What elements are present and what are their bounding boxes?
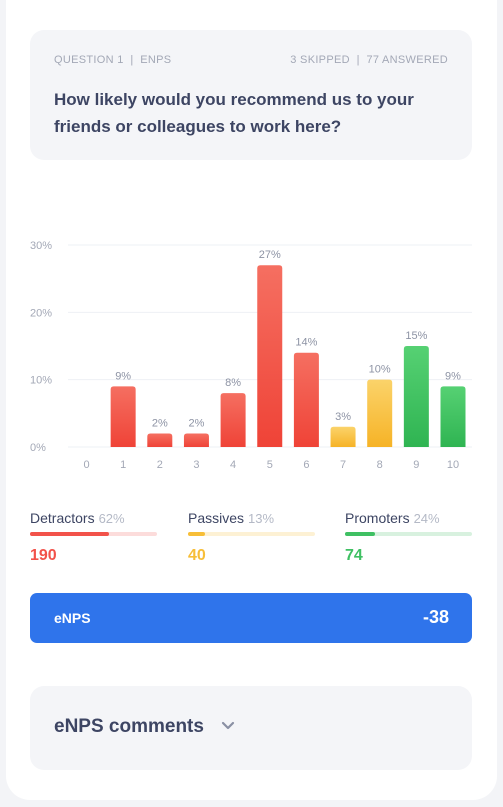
question-meta: QUESTION 1 | ENPS (54, 54, 171, 66)
x-tick-label: 9 (413, 459, 419, 471)
meta-separator: | (130, 54, 134, 66)
enps-label: eNPS (54, 610, 91, 626)
x-tick-label: 10 (447, 459, 459, 471)
enps-value: -38 (422, 607, 449, 627)
enps-comments-toggle[interactable]: eNPS comments (30, 686, 472, 770)
x-tick-label: 4 (230, 459, 236, 471)
skipped-count: 3 SKIPPED (290, 54, 350, 66)
legend-count: 40 (188, 547, 206, 564)
bar-value-label: 9% (115, 370, 131, 382)
bar-3[interactable] (183, 433, 209, 447)
legend-percent: 62% (98, 511, 125, 526)
legend-fill (345, 532, 375, 536)
answered-count: 77 ANSWERED (366, 54, 448, 66)
x-tick-label: 8 (377, 459, 383, 471)
chevron-down-icon (221, 721, 235, 730)
legend-track (188, 532, 315, 536)
question-type: ENPS (140, 54, 172, 66)
bar-7[interactable] (330, 426, 356, 447)
y-tick-label: 10% (30, 375, 52, 387)
y-tick-label: 30% (30, 240, 52, 252)
meta-separator: | (356, 54, 360, 66)
bar-value-label: 9% (445, 370, 461, 382)
legend-percent: 13% (248, 511, 275, 526)
x-tick-label: 1 (120, 459, 126, 471)
y-tick-label: 0% (30, 442, 46, 454)
legend-count: 74 (345, 547, 363, 564)
x-tick-label: 6 (303, 459, 309, 471)
legend-label: Detractors (30, 510, 95, 526)
bar-value-label: 27% (259, 249, 281, 261)
bar-value-label: 2% (152, 418, 168, 430)
score-distribution-chart: 0% 10% 20% 30% 0 1 9% 2 2% 3 2% 4 8% 5 27% 6 14% 7 3% 8 10%… (30, 240, 472, 471)
response-stats: 3 SKIPPED | 77 ANSWERED (290, 54, 448, 66)
legend-label: Promoters (345, 510, 410, 526)
legend-promoter: Promoters 24% 74 (345, 510, 472, 564)
x-tick-label: 5 (267, 459, 273, 471)
legend-fill (30, 532, 109, 536)
legend-percent: 24% (413, 511, 440, 526)
x-tick-label: 0 (83, 459, 89, 471)
question-header (30, 30, 472, 160)
comments-title: eNPS comments (54, 716, 204, 737)
bar-9[interactable] (403, 346, 429, 447)
bar-10[interactable] (440, 386, 466, 447)
bar-value-label: 2% (188, 418, 204, 430)
x-tick-label: 3 (193, 459, 199, 471)
bar-4[interactable] (220, 393, 246, 447)
legend-detractor: Detractors 62% 190 (30, 510, 157, 564)
legend-fill (188, 532, 205, 536)
bar-2[interactable] (147, 433, 173, 447)
x-tick-label: 2 (157, 459, 163, 471)
bar-5[interactable] (257, 265, 283, 447)
bar-value-label: 14% (295, 337, 317, 349)
legend-passive: Passives 13% 40 (188, 510, 315, 564)
bar-value-label: 10% (369, 364, 391, 376)
x-tick-label: 7 (340, 459, 346, 471)
legend-track (345, 532, 472, 536)
question-number: QUESTION 1 (54, 54, 124, 66)
legend-count: 190 (30, 547, 57, 564)
bar-value-label: 15% (405, 330, 427, 342)
legend-label: Passives (188, 510, 245, 526)
question-title: How likely would you recommend us to you… (54, 90, 414, 136)
bar-value-label: 3% (335, 411, 351, 423)
bar-6[interactable] (293, 352, 319, 447)
bar-value-label: 8% (225, 377, 241, 389)
bar-8[interactable] (367, 379, 393, 447)
enps-score-bar: eNPS -38 (30, 593, 472, 643)
bar-1[interactable] (110, 386, 136, 447)
y-tick-label: 20% (30, 307, 52, 319)
